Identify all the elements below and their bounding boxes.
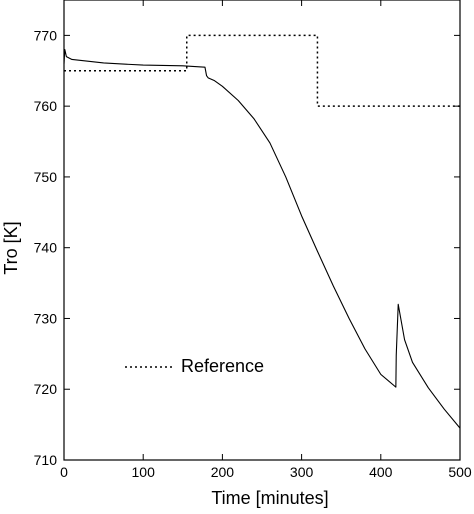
series-line-tro xyxy=(63,48,461,429)
ticks-layer: 0 100 200 300 400 500 710 720 730 740 750 760 770 xyxy=(34,0,472,480)
series-layer xyxy=(63,34,461,429)
y-tick-label: 770 xyxy=(34,27,58,43)
y-tick-label: 740 xyxy=(34,240,58,256)
legend-label-reference: Reference xyxy=(181,356,264,376)
y-tick-label: 760 xyxy=(34,98,58,114)
x-axis-label: Time [minutes] xyxy=(211,488,328,508)
plot-frame xyxy=(63,0,461,461)
x-tick-label: 0 xyxy=(60,464,68,480)
y-tick-label: 720 xyxy=(34,381,58,397)
x-tick-label: 500 xyxy=(448,464,472,480)
x-tick-label: 400 xyxy=(369,464,393,480)
y-axis-label: Tro [K] xyxy=(1,221,21,274)
y-tick-label: 730 xyxy=(34,310,58,326)
x-tick-label: 300 xyxy=(290,464,314,480)
y-tick-label: 750 xyxy=(34,169,58,185)
series-line-reference xyxy=(64,34,460,107)
x-tick-label: 200 xyxy=(211,464,235,480)
y-tick-label: 710 xyxy=(34,452,58,468)
x-tick-label: 100 xyxy=(132,464,156,480)
legend: Reference xyxy=(125,356,264,376)
